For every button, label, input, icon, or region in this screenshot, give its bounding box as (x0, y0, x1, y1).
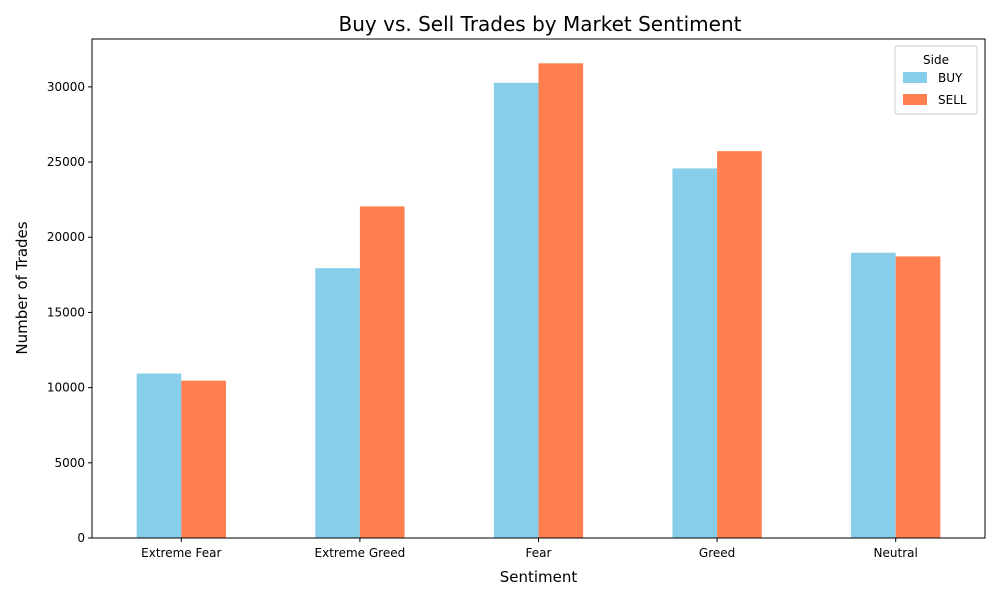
legend-swatch-sell (903, 94, 927, 105)
x-tick-label: Fear (526, 546, 552, 560)
bar-buy-greed (672, 168, 718, 538)
x-tick-label: Greed (699, 546, 735, 560)
y-tick-label: 5000 (54, 456, 85, 470)
legend-label-sell: SELL (938, 93, 967, 107)
bar-sell-fear (538, 63, 584, 539)
x-tick-label: Neutral (874, 546, 918, 560)
bar-sell-extreme-greed (359, 206, 405, 538)
legend-items: BUY SELL (903, 71, 967, 107)
x-axis-title: Sentiment (500, 568, 578, 586)
y-tick-label: 30000 (47, 80, 85, 94)
bar-buy-extreme-fear (136, 373, 182, 538)
bar-buy-fear (493, 82, 539, 538)
chart-title: Buy vs. Sell Trades by Market Sentiment (339, 12, 742, 36)
x-tick-label: Extreme Greed (315, 546, 406, 560)
legend-label-buy: BUY (938, 71, 963, 85)
bar-sell-extreme-fear (181, 380, 226, 538)
y-tick-label: 25000 (47, 155, 85, 169)
legend-swatch-buy (903, 72, 927, 83)
bar-sell-neutral (895, 256, 941, 538)
bar-buy-extreme-greed (315, 268, 360, 538)
y-tick-label: 15000 (47, 305, 85, 319)
x-tick-label: Extreme Fear (141, 546, 221, 560)
bar-sell-greed (717, 151, 762, 538)
y-tick-label: 10000 (47, 381, 85, 395)
y-tick-label: 0 (77, 531, 85, 545)
axes-frame (91, 38, 986, 539)
bar-buy-neutral (851, 252, 896, 538)
plot-area: 0 5000 10000 15000 20000 25000 30000 Extreme Fe… (47, 38, 986, 560)
y-axis-title: Number of Trades (13, 221, 31, 354)
y-tick-label: 20000 (47, 230, 85, 244)
legend-title: Side (923, 53, 949, 67)
legend: Side BUY SELL (894, 45, 978, 115)
